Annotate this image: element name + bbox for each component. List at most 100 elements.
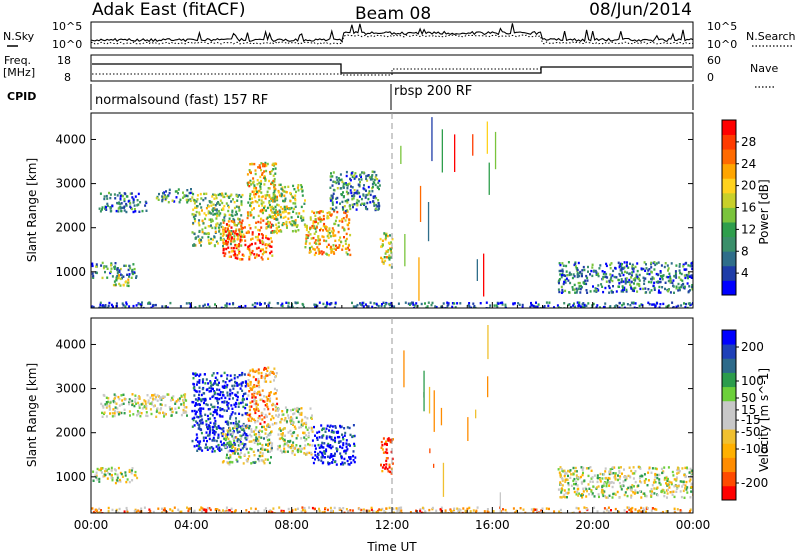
heatmap-cell (360, 197, 363, 201)
heatmap-cell (269, 400, 271, 403)
heatmap-cell (630, 507, 633, 511)
heatmap-cell (182, 411, 185, 414)
heatmap-cell (331, 227, 334, 230)
heatmap-cell (126, 281, 129, 284)
heatmap-cell (251, 233, 254, 236)
colorbar-tick-label: 20 (741, 179, 756, 193)
heatmap-cell (262, 234, 264, 237)
heatmap-cell (239, 434, 242, 437)
heatmap-cell (660, 264, 663, 267)
heatmap-cell (152, 405, 155, 408)
heatmap-cell (517, 302, 520, 305)
heatmap-cell (104, 468, 107, 471)
heatmap-cell (248, 181, 251, 184)
heatmap-cell (259, 249, 262, 253)
heatmap-cell (111, 508, 114, 512)
heatmap-cell (273, 229, 276, 233)
heatmap-cell (195, 402, 197, 405)
heatmap-cell (223, 254, 226, 258)
heatmap-cell (278, 446, 281, 449)
heatmap-cell (331, 207, 334, 211)
heatmap-cell (350, 173, 353, 176)
heatmap-cell (475, 510, 477, 513)
heatmap-cell (644, 478, 647, 481)
heatmap-cell (312, 222, 315, 225)
heatmap-cell (223, 371, 226, 375)
heatmap-cell (326, 215, 329, 218)
heatmap-cell (196, 373, 199, 376)
heatmap-cell (245, 426, 248, 430)
heatmap-cell (223, 510, 226, 513)
heatmap-cell (244, 437, 247, 440)
heatmap-cell (330, 194, 333, 197)
heatmap-cell (103, 197, 106, 201)
heatmap-cell (268, 442, 271, 446)
heatmap-cell (236, 213, 238, 216)
heatmap-cell (329, 197, 332, 200)
heatmap-cell (324, 456, 326, 459)
heatmap-cell (332, 250, 335, 254)
x-tick-label: 20:00 (575, 518, 610, 532)
heatmap-cell (133, 208, 136, 211)
heatmap-cell (206, 448, 209, 451)
heatmap-cell (261, 448, 264, 451)
heatmap-cell (208, 218, 211, 221)
heatmap-cell (180, 394, 183, 398)
heatmap-cell (583, 268, 586, 272)
heatmap-cell (210, 224, 212, 227)
heatmap-cell (568, 291, 571, 294)
heatmap-cell (268, 412, 271, 416)
heatmap-cell (647, 269, 650, 272)
heatmap-cell (578, 304, 581, 307)
heatmap-cell (287, 431, 290, 434)
heatmap-cell (219, 192, 222, 196)
heatmap-cell (671, 493, 674, 496)
heatmap-cell (668, 480, 671, 484)
heatmap-cell (573, 487, 576, 490)
heatmap-cell (618, 471, 621, 474)
heatmap-cell (354, 456, 357, 459)
heatmap-cell (149, 402, 152, 405)
heatmap-cell (613, 492, 616, 495)
heatmap-cell (253, 402, 256, 406)
heatmap-cell (233, 250, 236, 253)
heatmap-cell (353, 460, 356, 464)
heatmap-cell (229, 242, 232, 246)
heatmap-cell (306, 428, 309, 431)
heatmap-cell (392, 438, 394, 441)
heatmap-cell (225, 506, 228, 509)
heatmap-cell (270, 223, 273, 226)
heatmap-cell (233, 235, 236, 238)
heatmap-cell (614, 474, 617, 477)
heatmap-cell (368, 190, 371, 193)
heatmap-cell (206, 426, 208, 429)
heatmap-cell (614, 493, 617, 496)
heatmap-cell (226, 243, 229, 246)
heatmap-cell (232, 217, 235, 221)
heatmap-cell (249, 381, 252, 384)
heatmap-cell (364, 205, 367, 209)
heatmap-cell (210, 237, 213, 241)
heatmap-cell (323, 442, 326, 445)
freq-tick-bottom: 8 (64, 71, 71, 84)
heatmap-cell (280, 187, 283, 190)
heatmap-cell (367, 185, 370, 189)
heatmap-cell (232, 240, 235, 243)
heatmap-cell (667, 466, 670, 469)
heatmap-cell (597, 284, 600, 287)
heatmap-cell (667, 477, 669, 481)
heatmap-cell (250, 428, 253, 431)
heatmap-cell (274, 404, 277, 407)
heatmap-cell (202, 407, 205, 410)
heatmap-cell (231, 407, 234, 410)
heatmap-cell (179, 198, 182, 201)
heatmap-cell (138, 397, 141, 400)
heatmap-cell (280, 192, 283, 195)
heatmap-cell (290, 206, 293, 210)
heatmap-cell (105, 396, 108, 399)
heatmap-cell (131, 469, 133, 472)
heatmap-cell (233, 219, 236, 222)
heatmap-cell (266, 439, 269, 442)
heatmap-cell (272, 174, 275, 177)
